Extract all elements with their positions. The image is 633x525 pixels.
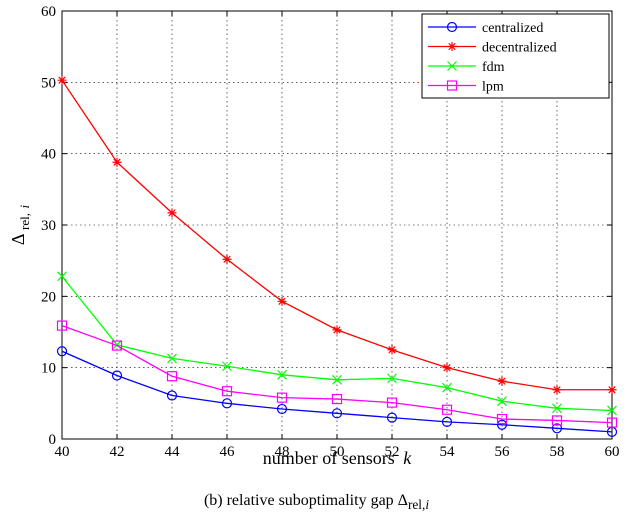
x-tick-label: 46 [220, 444, 236, 460]
data-point [112, 157, 122, 167]
x-axis-label-var: k [403, 448, 412, 468]
y-axis-label-sub-var: i [17, 205, 32, 209]
data-point [332, 374, 342, 385]
x-tick-label: 54 [440, 444, 456, 460]
data-point [497, 376, 507, 386]
data-point [386, 397, 398, 408]
data-point [331, 408, 343, 419]
data-point [111, 340, 123, 351]
data-point [221, 386, 233, 397]
x-axis-label: number of sensors k [263, 448, 412, 468]
data-point [441, 416, 453, 427]
data-point [166, 371, 178, 382]
series-lpm [56, 320, 618, 428]
x-tick-label: 58 [550, 444, 565, 460]
data-point [167, 208, 177, 218]
series-line [61, 79, 612, 391]
legend: centralized decentralized fdm lpm [421, 13, 610, 99]
y-tick-label: 10 [41, 361, 56, 377]
data-point [331, 393, 343, 405]
data-point [111, 370, 123, 381]
data-point [276, 392, 288, 403]
data-point [441, 404, 453, 415]
data-point [606, 417, 618, 428]
data-point [496, 419, 508, 430]
legend-box [421, 13, 610, 99]
data-point [56, 346, 68, 357]
series-group [56, 75, 618, 437]
data-point [332, 325, 342, 335]
series-centralized [56, 346, 618, 437]
data-point [496, 413, 508, 425]
caption-prefix: (b) relative suboptimality gap Δ [203, 492, 408, 509]
data-point [447, 61, 457, 71]
caption-sub-var: i [425, 497, 430, 513]
figure-caption: (b) relative suboptimality gap Δrel,i [0, 492, 633, 513]
data-point [442, 363, 452, 373]
x-tick-label: 44 [165, 444, 181, 460]
x-tick-label: 48 [275, 444, 290, 460]
data-point [552, 385, 562, 395]
series-decentralized [57, 75, 617, 395]
data-point [446, 80, 458, 91]
data-point [57, 75, 67, 85]
data-point [607, 405, 617, 416]
data-point [607, 385, 617, 395]
data-point [222, 254, 232, 264]
data-point [446, 21, 458, 33]
data-point [442, 382, 452, 393]
data-point [277, 296, 287, 306]
legend-label: fdm [482, 60, 505, 75]
x-tick-label: 60 [605, 444, 620, 460]
x-tick-label: 42 [110, 444, 125, 460]
data-point [447, 42, 457, 51]
axis-ticks: 40 42 44 46 48 50 52 54 56 58 60 0 10 20 30 40 50 60 [41, 4, 620, 460]
data-point [552, 403, 562, 414]
data-point [277, 369, 287, 380]
legend-label: centralized [482, 21, 543, 36]
series-line [61, 350, 613, 433]
legend-item-centralized: centralized [428, 21, 543, 36]
x-tick-label: 40 [55, 444, 70, 460]
y-axis-label-main: Δ [8, 234, 28, 245]
caption-sub: rel, [407, 497, 426, 513]
data-point [387, 373, 397, 384]
y-axis-label-sub: rel, [17, 213, 32, 230]
data-point [551, 423, 563, 434]
legend-item-decentralized: decentralized [428, 41, 557, 56]
y-tick-label: 30 [41, 218, 56, 234]
data-point [166, 390, 178, 401]
legend-label: decentralized [482, 41, 557, 56]
y-tick-label: 0 [49, 432, 57, 448]
data-point [551, 415, 563, 426]
x-tick-label: 50 [330, 444, 345, 460]
data-point [276, 403, 288, 415]
series-fdm [57, 271, 617, 416]
y-tick-label: 20 [41, 289, 56, 305]
data-point [497, 396, 507, 407]
data-point [57, 271, 67, 282]
x-axis-label-text: number of sensors [263, 448, 395, 468]
y-tick-label: 50 [41, 75, 56, 91]
data-point [221, 398, 233, 409]
legend-item-lpm: lpm [428, 80, 504, 95]
series-line [61, 324, 613, 424]
data-point [386, 412, 398, 423]
data-point [56, 320, 68, 331]
y-tick-label: 40 [41, 147, 56, 163]
x-tick-label: 56 [495, 444, 511, 460]
line-chart: 40 42 44 46 48 50 52 54 56 58 60 0 10 20 30 40 50 60 cent… [8, 4, 620, 468]
y-axis-label: Δ rel, i [8, 205, 33, 246]
y-tick-label: 60 [41, 4, 56, 20]
data-point [222, 361, 232, 372]
x-tick-label: 52 [385, 444, 400, 460]
legend-item-fdm: fdm [428, 60, 505, 75]
data-point [387, 345, 397, 355]
data-point [167, 353, 177, 364]
legend-label: lpm [482, 80, 504, 95]
